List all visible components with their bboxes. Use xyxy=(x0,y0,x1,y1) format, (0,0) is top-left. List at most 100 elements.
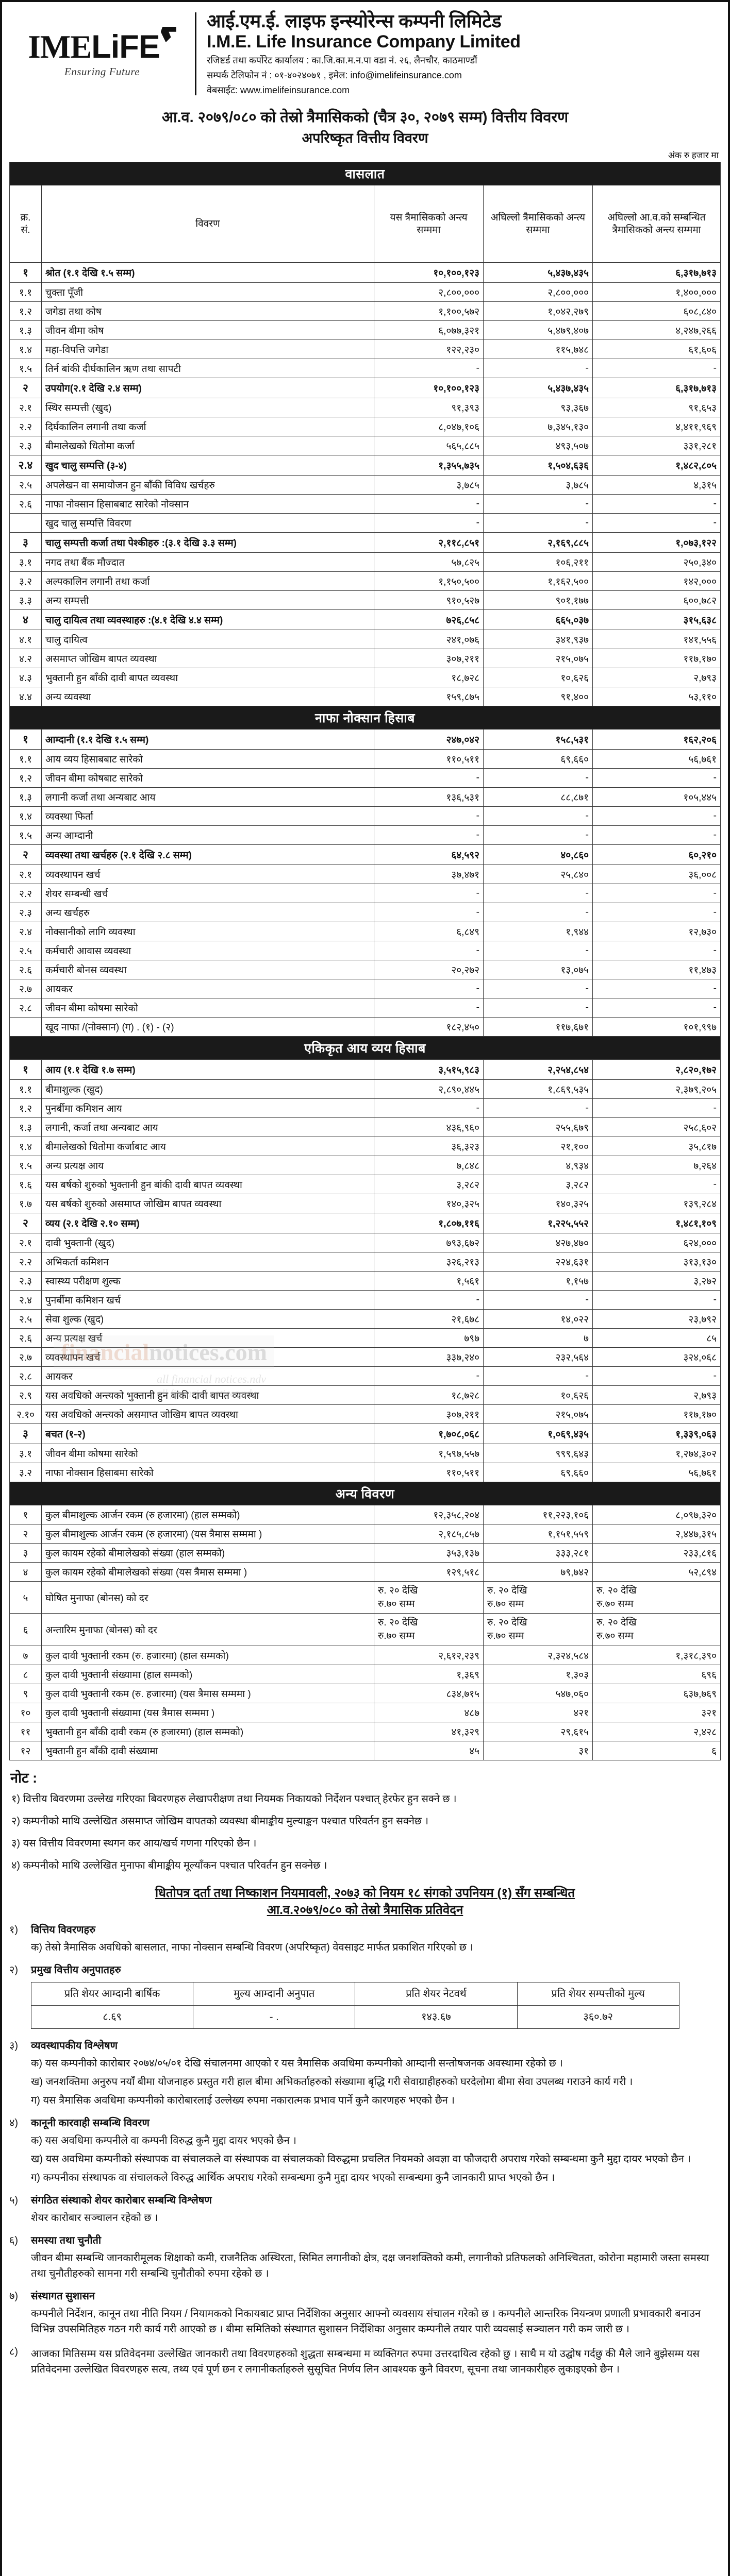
table-row: ३.३ अन्य सम्पत्ती ९१०,५२७ ९०१,१७७ ६००,७८२ xyxy=(9,590,721,611)
row-description: पुनर्बीमा कमिशन आय xyxy=(41,1098,374,1118)
table-row: १.३ लगानी, कर्जा तथा अन्यबाट आय ४३६,९६० २५५… xyxy=(9,1117,721,1138)
table-row: २.६ कर्मचारी बोनस व्यवस्था २०,२७२ १३,०७५ ११,… xyxy=(9,960,721,980)
table-row: २.१ व्यवस्थापन खर्च ३७,४७१ २५,८४० ३६,००८ xyxy=(9,865,721,885)
row-value-2: ३,२८२ xyxy=(483,1175,593,1195)
notes-block: नोट : १) वित्तीय बिवरणमा उल्लेख गरिएका ब… xyxy=(9,1768,721,1873)
company-contact: सम्पर्क टेलिफोन नं : ०१-४०२४०७१ , इमेल: … xyxy=(207,70,462,81)
row-value-2: १,५०४,६३६ xyxy=(483,455,593,476)
row-value-3: १०५,४४५ xyxy=(592,787,721,807)
table-row: २.२ अभिकर्ता कमिशन ३२६,२१३ २२४,६३१ ३१३,१३० xyxy=(9,1252,721,1272)
table-row: २.२ दिर्घकालिन लगानी तथा कर्जा ८,०४७,१०६ ७,… xyxy=(9,417,721,437)
row-description: व्यवस्था तथा खर्चहरु (२.१ देखि २.८ सम्म) xyxy=(41,844,374,866)
row-value-1: ३,५१५,९८३ xyxy=(374,1059,484,1080)
logo-ime-text: IME xyxy=(28,28,92,65)
row-value-1: - xyxy=(374,998,484,1018)
row-value-3: २,८२०,१७२ xyxy=(592,1059,721,1080)
row-value-1: १३६,५३१ xyxy=(374,787,484,807)
column-header-sn: क्र. सं. xyxy=(9,185,42,263)
disclosure-sub-list: क) यस कम्पनीको कारोबार २०७४/०५/०१ देखि स… xyxy=(31,2056,721,2108)
row-value-2: १३,०७५ xyxy=(483,960,593,980)
row-value-1: १०,१००,१२३ xyxy=(374,378,484,399)
row-value-1: १८२,४५० xyxy=(374,1017,484,1037)
table-row: २.८ आयकर - - - xyxy=(9,1366,721,1386)
row-value-2: २,१६९,८८५ xyxy=(483,532,593,553)
table-row: ३.२ नाफा नोक्सान हिसाबमा सारेको ११०,५११ ६९,… xyxy=(9,1463,721,1483)
row-value-2: ४२१ xyxy=(483,1702,593,1722)
row-serial: ३.१ xyxy=(9,1444,42,1464)
row-value-2: ३१ xyxy=(483,1740,593,1760)
notes-title: नोट : xyxy=(10,1770,38,1786)
table-row: ८ कुल दावी भुक्तानी संख्यामा (हाल सम्मको)… xyxy=(9,1664,721,1684)
row-value-3: - xyxy=(592,1175,721,1195)
row-serial: १.७ xyxy=(9,1194,42,1214)
row-value-2: १४,०२२ xyxy=(483,1309,593,1329)
letterhead: IMELiFE Ensuring Future आई.एम.ई. लाइफ इन… xyxy=(9,7,721,99)
row-value-1: १,८०७,११६ xyxy=(374,1213,484,1234)
row-value-2: - xyxy=(483,806,593,826)
row-description: नोक्सानीको लागि व्यवस्था xyxy=(41,922,374,942)
row-value-2: ६९,६६० xyxy=(483,1463,593,1483)
company-website: वेबसाईट: www.imelifeinsurance.com xyxy=(207,85,350,96)
row-serial: २.८ xyxy=(9,998,42,1018)
row-serial: २.४ xyxy=(9,455,42,476)
section-header: अन्य विवरण xyxy=(9,1482,721,1506)
row-value-3: १४२,००० xyxy=(592,571,721,591)
row-description: कर्मचारी बोनस व्यवस्था xyxy=(41,960,374,980)
row-value-1: १५९,८७५ xyxy=(374,687,484,707)
table-row: ३ बचत (१-२) १,७०८,०६८ १,०६९,४३५ १,३३९,०६३ xyxy=(9,1423,721,1445)
row-description: व्यवस्थापन खर्च xyxy=(41,865,374,885)
row-value-1: ५६५,८८५ xyxy=(374,436,484,456)
disclosure-sub-list: कम्पनीले निर्देशन, कानून तथा नीति नियम /… xyxy=(31,2306,721,2337)
row-value-2: ८८,८७१ xyxy=(483,787,593,807)
company-identity: आई.एम.ई. लाइफ इन्स्योरेन्स कम्पनी लिमिटे… xyxy=(205,10,721,97)
row-value-2: - xyxy=(483,998,593,1018)
disclosure-sub-item: कम्पनीले निर्देशन, कानून तथा नीति नियम /… xyxy=(31,2308,701,2335)
row-value-1: २,१८५,८५७ xyxy=(374,1524,484,1544)
section-title: वासलात xyxy=(9,162,721,186)
row-value-3: - xyxy=(592,806,721,826)
row-value-3: २,७९३ xyxy=(592,668,721,688)
row-value-3: १६२,२०६ xyxy=(592,729,721,750)
row-serial: ५ xyxy=(9,1581,42,1614)
row-description: कुल दावी भुक्तानी रकम (रु. हजारमा) (यस त… xyxy=(41,1683,374,1703)
table-row: २.५ सेवा शुल्क (खुद) २१,६७८ १४,०२२ २३,७९२ xyxy=(9,1309,721,1329)
table-row: खूद नाफा /(नोक्सान) (ग) . (१) - (२) १८२,४… xyxy=(9,1017,721,1037)
row-value-3: १४१,५५६ xyxy=(592,630,721,650)
row-value-3: - xyxy=(592,1290,721,1310)
row-serial: १ xyxy=(9,729,42,750)
table-row: ३ चालु सम्पत्ती कर्जा तथा पेश्कीहरु :(३.१… xyxy=(9,532,721,553)
note-item: ३) यस वित्तीय विवरणमा स्थगन कर आय/खर्च ग… xyxy=(11,1837,257,1849)
table-row: ३.२ अल्पकालिन लगानी तथा कर्जा १,१५०,५०० १,१… xyxy=(9,571,721,591)
table-row: २ कुल बीमाशुल्क आर्जन रकम (रु हजारमा) (यस… xyxy=(9,1524,721,1544)
row-value-3: ३५,८१७ xyxy=(592,1137,721,1157)
section-title: नाफा नोक्सान हिसाब xyxy=(9,706,721,730)
row-value-1: ७९३,६७२ xyxy=(374,1233,484,1253)
row-serial xyxy=(9,513,42,533)
disclosure-item: ६) समस्या तथा चुनौती जीवन बीमा सम्बन्धि जा… xyxy=(9,2233,721,2284)
row-description: दावी भुक्तानी (खुद) xyxy=(41,1233,374,1253)
row-value-3: २,७९३ xyxy=(592,1385,721,1405)
row-value-3: ५६,७६१ xyxy=(592,749,721,769)
row-serial: १ xyxy=(9,262,42,283)
row-value-3: ६००,७८२ xyxy=(592,590,721,611)
row-description: यस अवधिको अन्त्यको भुक्तानी हुन बांकी दा… xyxy=(41,1385,374,1405)
row-serial: ३.२ xyxy=(9,571,42,591)
row-serial: ३ xyxy=(9,1543,42,1563)
logo-swoosh-icon xyxy=(160,26,176,50)
row-value-2: २५,८४० xyxy=(483,865,593,885)
row-value-3: - xyxy=(592,998,721,1018)
row-value-1: - xyxy=(374,1366,484,1386)
row-value-1: २४१,०७६ xyxy=(374,630,484,650)
ratios-header-cell: मुल्य आम्दानी अनुपात xyxy=(193,1981,356,2006)
row-serial: १ xyxy=(9,1059,42,1080)
row-serial: २.४ xyxy=(9,922,42,942)
disclosure-item-heading: वित्तिय विवरणहरु xyxy=(31,1924,96,1936)
row-value-3: ६०,२१० xyxy=(592,844,721,866)
row-value-1: २१,६७८ xyxy=(374,1309,484,1329)
row-serial: २.१० xyxy=(9,1404,42,1425)
row-value-3: - xyxy=(592,825,721,845)
row-description: कुल बीमाशुल्क आर्जन रकम (रु हजारमा) (यस … xyxy=(41,1524,374,1544)
table-row: २.८ जीवन बीमा कोषमा सारेको - - - xyxy=(9,998,721,1018)
section-title: अन्य विवरण xyxy=(9,1482,721,1506)
table-row: ४ कुल कायम रहेको बीमालेखको संख्या (यस त्र… xyxy=(9,1562,721,1582)
